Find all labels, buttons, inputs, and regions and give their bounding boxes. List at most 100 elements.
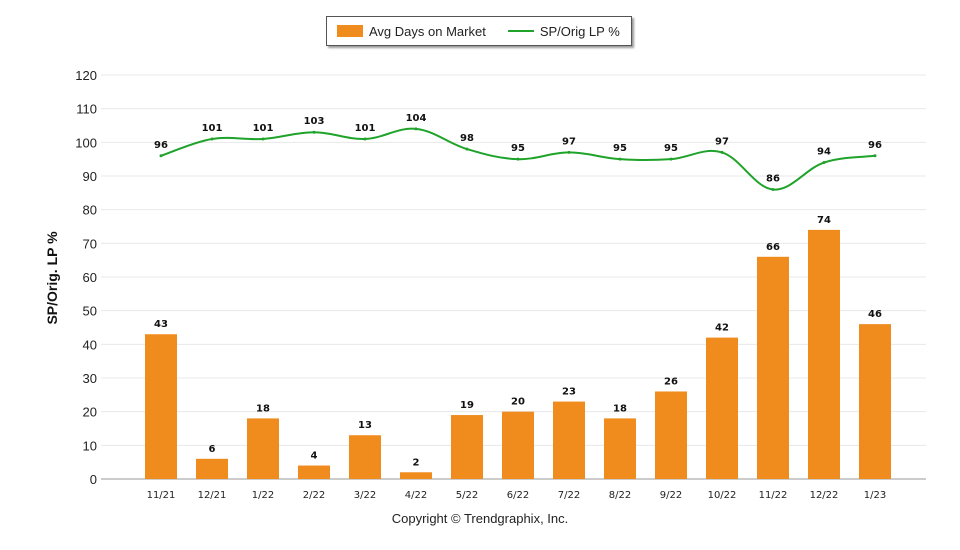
y-axis-label: SP/Orig. LP % xyxy=(44,231,60,325)
line-point xyxy=(261,137,265,141)
line-point xyxy=(159,154,163,158)
y-tick-label: 40 xyxy=(83,337,97,352)
y-tick-label: 50 xyxy=(83,304,97,319)
line-point xyxy=(363,137,367,141)
line-value-label: 96 xyxy=(154,140,168,151)
bar-series xyxy=(145,229,891,479)
y-tick-label: 60 xyxy=(83,270,97,285)
line-value-label: 95 xyxy=(664,143,678,154)
line-value-label: 101 xyxy=(202,123,223,134)
y-tick-label: 90 xyxy=(83,169,97,184)
bar xyxy=(145,334,177,479)
line-point xyxy=(618,157,622,161)
line-value-label: 101 xyxy=(253,123,274,134)
x-tick-label: 11/21 xyxy=(147,490,176,501)
x-tick-label: 9/22 xyxy=(660,490,682,501)
line-point xyxy=(567,150,571,154)
legend-line-label: SP/Orig LP % xyxy=(539,23,620,39)
x-tick-label: 12/22 xyxy=(810,490,839,501)
bar-value-label: 2 xyxy=(413,457,420,468)
x-tick-label: 2/22 xyxy=(303,490,325,501)
bar-value-label: 18 xyxy=(613,403,627,414)
line-value-label: 96 xyxy=(868,140,882,151)
x-tick-label: 7/22 xyxy=(558,490,580,501)
bar xyxy=(451,415,483,479)
x-tick-label: 3/22 xyxy=(354,490,376,501)
bar-value-label: 42 xyxy=(715,323,729,334)
y-tick-label: 0 xyxy=(90,472,97,487)
line-value-label: 95 xyxy=(613,143,627,154)
bar xyxy=(757,256,789,479)
bar-value-label: 13 xyxy=(358,420,372,431)
line-value-label: 97 xyxy=(715,136,729,147)
line-point xyxy=(771,187,775,191)
line-value-label: 103 xyxy=(304,116,325,127)
x-tick-label: 8/22 xyxy=(609,490,631,501)
copyright-footer: Copyright © Trendgraphix, Inc. xyxy=(391,511,569,526)
bar xyxy=(859,324,891,479)
legend-item-line: SP/Orig LP % xyxy=(486,24,620,39)
line-value-label: 101 xyxy=(355,123,376,134)
bar xyxy=(400,472,432,479)
line-point xyxy=(516,157,520,161)
y-axis-ticks: 0 10 20 30 40 50 60 70 80 90 100 110 120 xyxy=(75,68,97,487)
legend-item-bar: Avg Days on Market xyxy=(327,24,486,39)
bar-value-label: 74 xyxy=(817,215,831,226)
y-tick-label: 120 xyxy=(75,68,97,83)
line-point xyxy=(720,150,724,154)
bar-value-label: 66 xyxy=(766,242,780,253)
line-point xyxy=(669,157,673,161)
line-value-label: 94 xyxy=(817,147,831,158)
line-value-label: 104 xyxy=(406,113,427,124)
y-tick-label: 110 xyxy=(76,102,97,117)
bar-value-label: 46 xyxy=(868,309,882,320)
bar-value-label: 18 xyxy=(256,403,270,414)
x-tick-label: 1/22 xyxy=(252,490,274,501)
legend-bar-swatch xyxy=(337,25,363,37)
bar-value-label: 19 xyxy=(460,400,474,411)
y-tick-label: 70 xyxy=(83,236,97,251)
y-tick-label: 80 xyxy=(83,203,97,218)
bar-value-label: 20 xyxy=(511,397,525,408)
y-tick-label: 10 xyxy=(83,438,97,453)
line-point xyxy=(210,137,214,141)
bar xyxy=(502,411,534,479)
bar xyxy=(604,418,636,479)
bar xyxy=(706,337,738,479)
line-value-label: 95 xyxy=(511,143,525,154)
bar-value-label: 23 xyxy=(562,387,576,398)
x-axis-ticks: 11/21 12/21 1/22 2/22 3/22 4/22 5/22 6/22 7/22 8/… xyxy=(147,490,887,501)
line-data-labels: 96 101 101 103 101 104 98 95 97 95 95 97 86 94 96 xyxy=(154,113,882,185)
y-tick-label: 20 xyxy=(83,405,97,420)
x-tick-label: 5/22 xyxy=(456,490,478,501)
legend-bar-label: Avg Days on Market xyxy=(369,23,486,39)
bar-data-labels: 43 6 18 4 13 2 19 20 23 18 26 42 66 74 46 xyxy=(154,215,882,468)
line-point xyxy=(822,161,826,165)
x-tick-label: 6/22 xyxy=(507,490,529,501)
line-point xyxy=(414,127,418,131)
x-tick-label: 1/23 xyxy=(864,490,886,501)
bar xyxy=(196,458,228,479)
y-tick-label: 100 xyxy=(75,135,97,150)
line-value-label: 86 xyxy=(766,173,780,184)
line-series xyxy=(159,127,877,191)
bar-value-label: 26 xyxy=(664,376,678,387)
line-value-label: 97 xyxy=(562,136,576,147)
bar-value-label: 43 xyxy=(154,319,168,330)
bar xyxy=(349,435,381,479)
bar xyxy=(247,418,279,479)
line-point xyxy=(873,154,877,158)
bar-value-label: 4 xyxy=(311,451,318,462)
line-point xyxy=(312,130,316,134)
legend-line-swatch xyxy=(507,30,534,32)
bar xyxy=(808,229,840,479)
x-tick-label: 12/21 xyxy=(198,490,227,501)
bar-value-label: 6 xyxy=(209,444,216,455)
bar xyxy=(298,465,330,479)
chart-legend: Avg Days on Market SP/Orig LP % xyxy=(326,16,632,46)
line-point xyxy=(465,147,469,151)
x-tick-label: 11/22 xyxy=(759,490,788,501)
bar xyxy=(553,401,585,479)
y-tick-label: 30 xyxy=(83,371,97,386)
